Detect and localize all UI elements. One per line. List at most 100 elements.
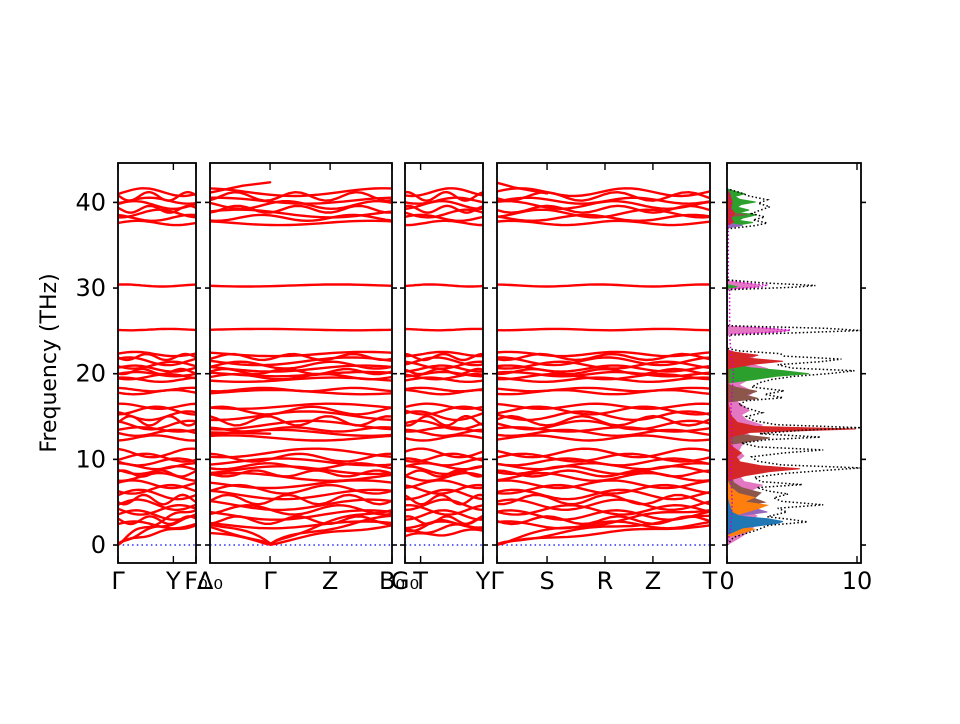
band-line: [118, 462, 196, 471]
band-line: [210, 204, 392, 214]
band-line: [210, 493, 392, 506]
band-line: [405, 208, 483, 219]
acoustic-band-line: [497, 514, 710, 546]
band-line: [210, 190, 392, 202]
band-line: [405, 187, 483, 198]
band-line: [210, 386, 392, 393]
band-line: [118, 488, 196, 501]
band-line: [497, 283, 710, 288]
band-line: [405, 364, 483, 373]
x-tick-label: F₀: [184, 567, 207, 595]
x-tick-label: G₀: [391, 567, 419, 595]
band-line: [210, 515, 392, 525]
band-line: [405, 352, 483, 362]
band-line: [405, 488, 483, 501]
band-line: [118, 498, 196, 512]
band-line: [118, 515, 196, 526]
y-axis-title: Frequency (THz): [37, 273, 62, 452]
band-line: [210, 219, 392, 227]
band-line: [405, 483, 483, 495]
band-line: [210, 402, 392, 410]
band-line: [405, 327, 483, 332]
band-stub-line: [210, 181, 272, 194]
y-tick-label: 0: [91, 531, 106, 559]
band-line: [405, 504, 483, 516]
band-line: [210, 364, 392, 373]
band-line: [497, 350, 710, 358]
band-line: [405, 405, 483, 416]
band-line: [118, 405, 196, 416]
acoustic-band-line: [210, 509, 392, 546]
band-line: [118, 187, 196, 198]
x-tick-label: T: [702, 567, 718, 595]
band-line: [405, 199, 483, 210]
band-line: [497, 405, 710, 416]
band-line: [405, 219, 483, 227]
band-line: [497, 187, 710, 198]
x-tick-label: Y: [165, 567, 181, 595]
x-tick-label: S: [539, 567, 554, 595]
band-line: [210, 457, 392, 467]
band-line: [210, 479, 392, 490]
band-line: [405, 386, 483, 393]
y-tick-label: 30: [75, 274, 106, 302]
band-line: [210, 434, 392, 442]
dos-x-tick-label: 10: [842, 567, 873, 595]
band-line: [118, 364, 196, 373]
band-line: [118, 447, 196, 459]
band-panel-p4: [497, 181, 710, 546]
dos-series-red: [727, 190, 856, 482]
band-line: [210, 327, 392, 332]
x-tick-label: Δ₀: [197, 567, 223, 595]
band-line: [210, 187, 392, 198]
y-tick-label: 40: [75, 188, 106, 216]
acoustic-band-line: [497, 509, 710, 546]
band-line: [497, 370, 710, 378]
band-line: [118, 208, 196, 219]
band-panel-p3: [405, 187, 483, 546]
band-line: [405, 350, 483, 358]
dos-total-line: [727, 188, 861, 546]
band-line: [405, 283, 483, 288]
band-line: [210, 415, 392, 427]
band-line: [497, 376, 710, 383]
band-line: [210, 447, 392, 459]
band-line: [497, 386, 710, 393]
band-line: [405, 204, 483, 214]
band-stub-line: [497, 181, 549, 195]
band-line: [497, 461, 710, 471]
band-line: [210, 196, 392, 205]
band-line: [118, 367, 196, 376]
dos-x-tick-label: 0: [719, 567, 734, 595]
band-line: [118, 419, 196, 431]
x-tick-label: T: [412, 567, 428, 595]
band-line: [497, 434, 710, 442]
band-line: [497, 219, 710, 227]
band-line: [497, 447, 710, 459]
band-line: [210, 452, 392, 463]
band-line: [210, 483, 392, 495]
band-line: [405, 410, 483, 422]
band-line: [118, 402, 196, 410]
band-panel-p1: [118, 187, 196, 546]
band-line: [118, 452, 196, 463]
x-tick-label: B₀: [379, 567, 405, 595]
panel-frame-p3: [404, 162, 484, 564]
band-line: [497, 414, 710, 427]
band-line: [497, 452, 710, 463]
x-tick-label: Y: [475, 567, 491, 595]
band-line: [210, 360, 392, 370]
band-line: [405, 509, 483, 521]
band-line: [118, 283, 196, 288]
band-line: [497, 479, 710, 490]
band-line: [118, 356, 196, 367]
panel-frame-p2: [209, 162, 393, 564]
x-tick-label: Z: [645, 567, 661, 595]
band-line: [210, 410, 392, 422]
dos-series-blue: [727, 496, 784, 536]
band-line: [210, 356, 392, 367]
band-line: [118, 327, 196, 332]
panel-frame-p4: [496, 162, 711, 564]
x-tick-label: Γ: [490, 567, 504, 595]
